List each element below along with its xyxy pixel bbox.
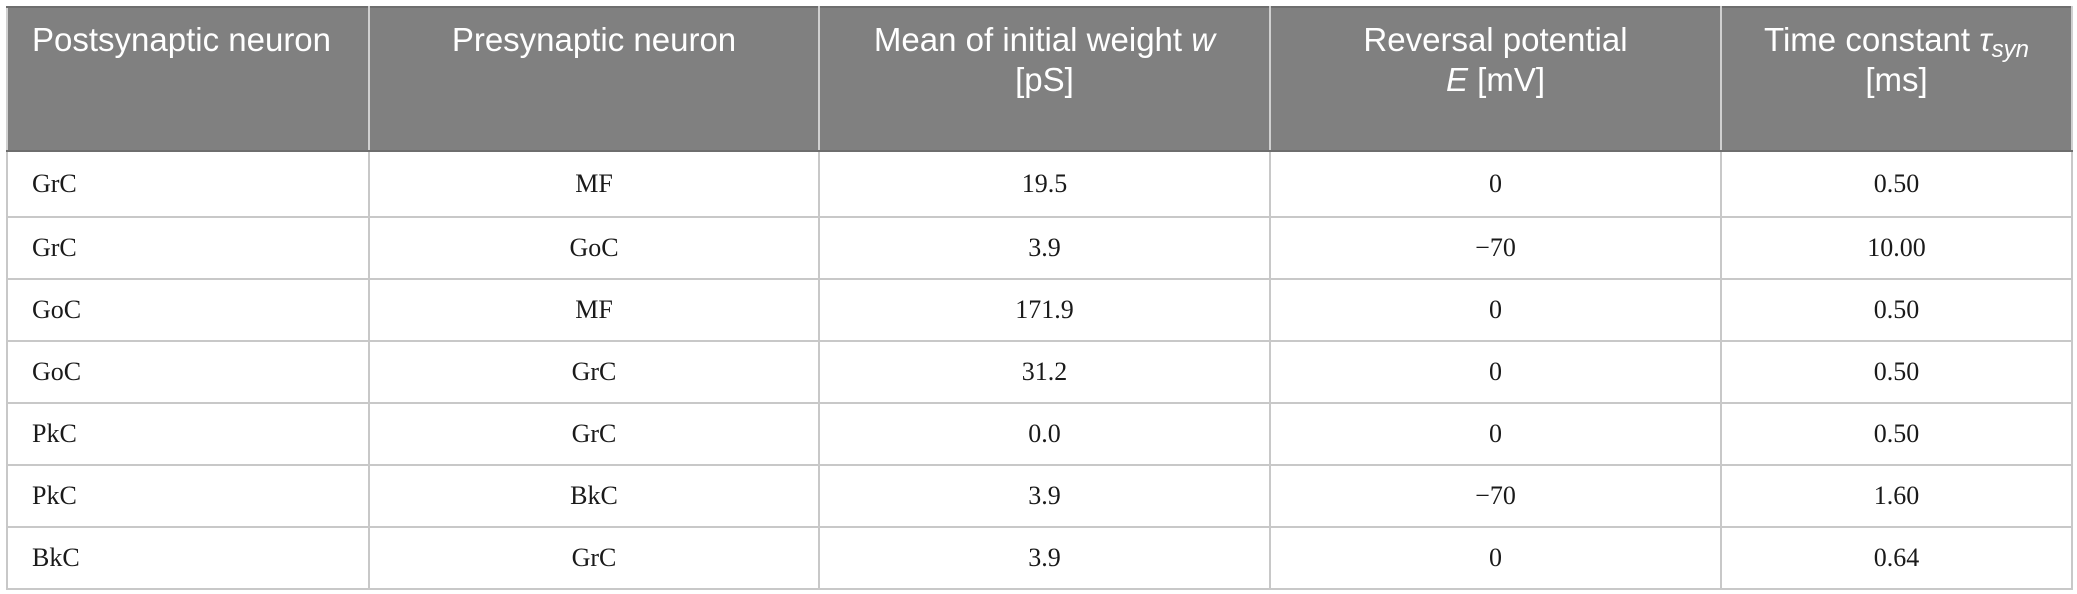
header-mean-initial-weight: Mean of initial weight w [pS] — [818, 6, 1271, 152]
cell-reversal-potential: 0 — [1269, 340, 1722, 404]
header-time-unit: [ms] — [1865, 61, 1928, 98]
cell-reversal-potential: −70 — [1269, 216, 1722, 280]
table-row: GrC MF 19.5 0 0.50 — [6, 150, 2073, 218]
cell-reversal-potential: −70 — [1269, 464, 1722, 528]
table-row: GoC GrC 31.2 0 0.50 — [6, 340, 2073, 404]
table-row: PkC GrC 0.0 0 0.50 — [6, 402, 2073, 466]
cell-postsynaptic: GrC — [6, 150, 370, 218]
table-row: GoC MF 171.9 0 0.50 — [6, 278, 2073, 342]
header-reversal-label: Reversal potential — [1363, 21, 1628, 58]
header-presynaptic-label: Presynaptic neuron — [451, 21, 737, 58]
cell-postsynaptic: GrC — [6, 216, 370, 280]
header-time-symbol: τ — [1979, 21, 1992, 58]
cell-postsynaptic: GoC — [6, 340, 370, 404]
cell-weight: 19.5 — [818, 150, 1271, 218]
cell-postsynaptic: PkC — [6, 464, 370, 528]
header-reversal-symbol: E — [1445, 61, 1468, 98]
cell-reversal-potential: 0 — [1269, 402, 1722, 466]
synapse-parameter-table-container: Postsynaptic neuron Presynaptic neuron M… — [6, 6, 2073, 590]
header-weight-symbol: w — [1191, 21, 1216, 58]
cell-presynaptic: MF — [368, 278, 820, 342]
header-postsynaptic-label: Postsynaptic neuron — [32, 21, 332, 58]
header-reversal-potential: Reversal potential E [mV] — [1269, 6, 1722, 152]
cell-reversal-potential: 0 — [1269, 150, 1722, 218]
cell-postsynaptic: GoC — [6, 278, 370, 342]
cell-reversal-potential: 0 — [1269, 526, 1722, 590]
cell-time-constant: 10.00 — [1720, 216, 2073, 280]
header-postsynaptic-neuron: Postsynaptic neuron — [6, 6, 370, 152]
table-row: PkC BkC 3.9 −70 1.60 — [6, 464, 2073, 528]
header-reversal-unit: [mV] — [1477, 61, 1546, 98]
table-row: GrC GoC 3.9 −70 10.00 — [6, 216, 2073, 280]
table-header: Postsynaptic neuron Presynaptic neuron M… — [6, 6, 2073, 152]
table-body: GrC MF 19.5 0 0.50 GrC GoC 3.9 −70 10.00… — [6, 150, 2073, 590]
synapse-parameter-table: Postsynaptic neuron Presynaptic neuron M… — [6, 6, 2073, 590]
cell-time-constant: 0.64 — [1720, 526, 2073, 590]
cell-weight: 3.9 — [818, 526, 1271, 590]
cell-weight: 3.9 — [818, 464, 1271, 528]
header-time-label: Time constant — [1764, 21, 1971, 58]
cell-weight: 0.0 — [818, 402, 1271, 466]
cell-postsynaptic: BkC — [6, 526, 370, 590]
cell-presynaptic: GrC — [368, 402, 820, 466]
table-row: BkC GrC 3.9 0 0.64 — [6, 526, 2073, 590]
cell-weight: 3.9 — [818, 216, 1271, 280]
cell-presynaptic: BkC — [368, 464, 820, 528]
cell-presynaptic: GrC — [368, 340, 820, 404]
header-row: Postsynaptic neuron Presynaptic neuron M… — [6, 6, 2073, 152]
cell-time-constant: 0.50 — [1720, 402, 2073, 466]
cell-weight: 31.2 — [818, 340, 1271, 404]
header-weight-unit: [pS] — [1015, 61, 1074, 98]
cell-presynaptic: GrC — [368, 526, 820, 590]
header-presynaptic-neuron: Presynaptic neuron — [368, 6, 820, 152]
cell-time-constant: 0.50 — [1720, 150, 2073, 218]
cell-postsynaptic: PkC — [6, 402, 370, 466]
cell-time-constant: 0.50 — [1720, 340, 2073, 404]
header-time-constant: Time constant τsyn [ms] — [1720, 6, 2073, 152]
cell-reversal-potential: 0 — [1269, 278, 1722, 342]
cell-time-constant: 1.60 — [1720, 464, 2073, 528]
cell-weight: 171.9 — [818, 278, 1271, 342]
cell-time-constant: 0.50 — [1720, 278, 2073, 342]
header-time-subscript: syn — [1991, 36, 2029, 63]
cell-presynaptic: MF — [368, 150, 820, 218]
cell-presynaptic: GoC — [368, 216, 820, 280]
header-weight-label: Mean of initial weight — [873, 21, 1183, 58]
